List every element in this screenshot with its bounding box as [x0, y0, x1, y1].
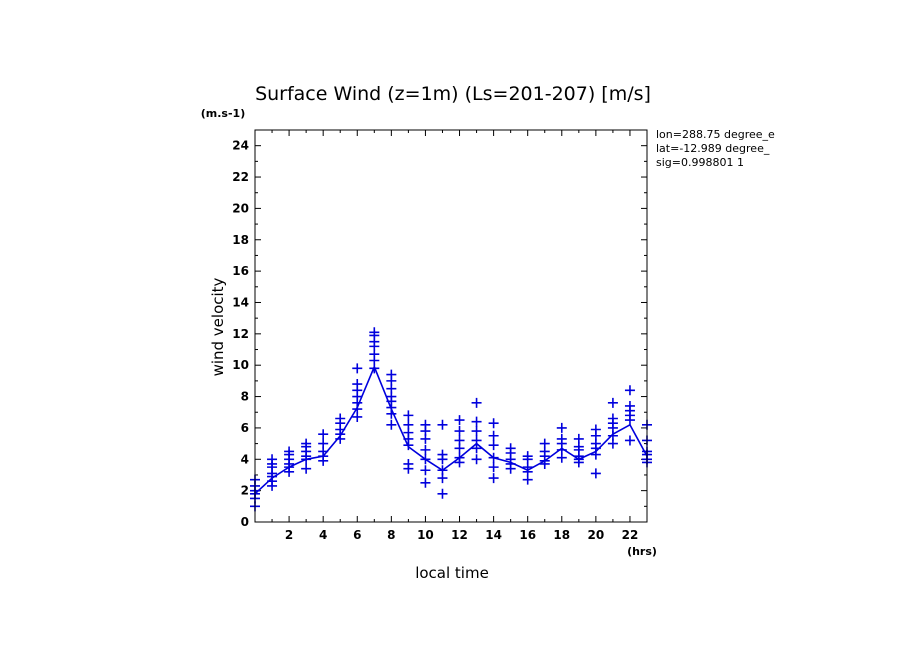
x-tick-label: 6 — [353, 528, 361, 542]
data-point — [488, 440, 499, 451]
y-tick-label: 4 — [241, 452, 249, 466]
y-tick-label: 8 — [241, 390, 249, 404]
data-point — [471, 416, 482, 427]
data-point — [437, 449, 448, 460]
data-point — [403, 458, 414, 469]
y-tick-label: 16 — [232, 264, 249, 278]
y-tick-label: 2 — [241, 484, 249, 498]
data-marks — [250, 327, 652, 512]
x-axis-label: local time — [415, 564, 489, 582]
data-point — [471, 454, 482, 465]
x-tick-label: 18 — [553, 528, 570, 542]
data-point — [488, 473, 499, 484]
data-point — [607, 397, 618, 408]
info-lat: lat=-12.989 degree_ — [656, 142, 770, 155]
info-clip — [779, 120, 904, 170]
y-tick-label: 18 — [232, 233, 249, 247]
data-point — [386, 419, 397, 430]
data-point — [454, 426, 465, 437]
y-tick-label: 12 — [232, 327, 249, 341]
data-point — [301, 463, 312, 474]
y-tick-label: 10 — [232, 358, 249, 372]
data-point — [488, 462, 499, 473]
data-point — [556, 422, 567, 433]
data-point — [624, 435, 635, 446]
y-tick-label: 0 — [241, 515, 249, 529]
data-point — [420, 465, 431, 476]
x-tick-label: 20 — [588, 528, 605, 542]
data-point — [607, 413, 618, 424]
x-tick-label: 12 — [451, 528, 468, 542]
data-point — [318, 438, 329, 449]
data-point — [471, 397, 482, 408]
data-point — [590, 424, 601, 435]
data-point — [539, 438, 550, 449]
y-tick-label: 20 — [232, 201, 249, 215]
data-point — [301, 438, 312, 449]
data-point — [488, 430, 499, 441]
data-point — [403, 419, 414, 430]
data-point — [352, 379, 363, 390]
data-point — [284, 446, 295, 457]
data-point — [420, 477, 431, 488]
x-tick-label: 22 — [622, 528, 639, 542]
mean-line — [254, 364, 648, 495]
x-tick-label: 10 — [417, 528, 434, 542]
data-point — [488, 452, 499, 463]
axis-ticks — [254, 129, 648, 523]
data-point — [267, 454, 278, 465]
y-tick-label: 14 — [232, 295, 249, 309]
x-tick-label: 2 — [285, 528, 293, 542]
data-point — [403, 410, 414, 421]
x-tick-label: 16 — [519, 528, 536, 542]
data-point — [437, 488, 448, 499]
data-point — [437, 419, 448, 430]
data-point — [522, 451, 533, 462]
data-point — [505, 443, 516, 454]
data-point — [624, 400, 635, 411]
data-point — [420, 444, 431, 455]
data-point — [420, 419, 431, 430]
x-tick-label: 14 — [485, 528, 502, 542]
plot-frame — [254, 129, 648, 523]
data-point — [454, 452, 465, 463]
data-point — [471, 435, 482, 446]
info-lon: lon=288.75 degree_e — [656, 128, 775, 141]
x-tick-label: 4 — [319, 528, 327, 542]
data-point — [624, 385, 635, 396]
data-point — [471, 426, 482, 437]
data-point — [454, 435, 465, 446]
chart-title: Surface Wind (z=1m) (Ls=201-207) [m/s] — [255, 83, 651, 105]
data-point — [352, 363, 363, 374]
data-point — [386, 369, 397, 380]
data-point — [437, 465, 448, 476]
y-unit-label: (m.s-1) — [201, 107, 245, 120]
data-point — [556, 433, 567, 444]
data-point — [369, 327, 380, 338]
y-tick-label: 22 — [232, 170, 249, 184]
data-point — [590, 468, 601, 479]
y-tick-label: 24 — [232, 139, 249, 153]
y-axis-label: wind velocity — [209, 277, 227, 376]
info-sig: sig=0.998801 1 — [656, 156, 744, 169]
data-point — [420, 454, 431, 465]
x-tick-label: 8 — [387, 528, 395, 542]
x-unit-label: (hrs) — [627, 545, 657, 558]
data-point — [488, 418, 499, 429]
y-tick-label: 6 — [241, 421, 249, 435]
data-point — [454, 415, 465, 426]
data-point — [335, 413, 346, 424]
data-point — [318, 429, 329, 440]
data-point — [573, 433, 584, 444]
